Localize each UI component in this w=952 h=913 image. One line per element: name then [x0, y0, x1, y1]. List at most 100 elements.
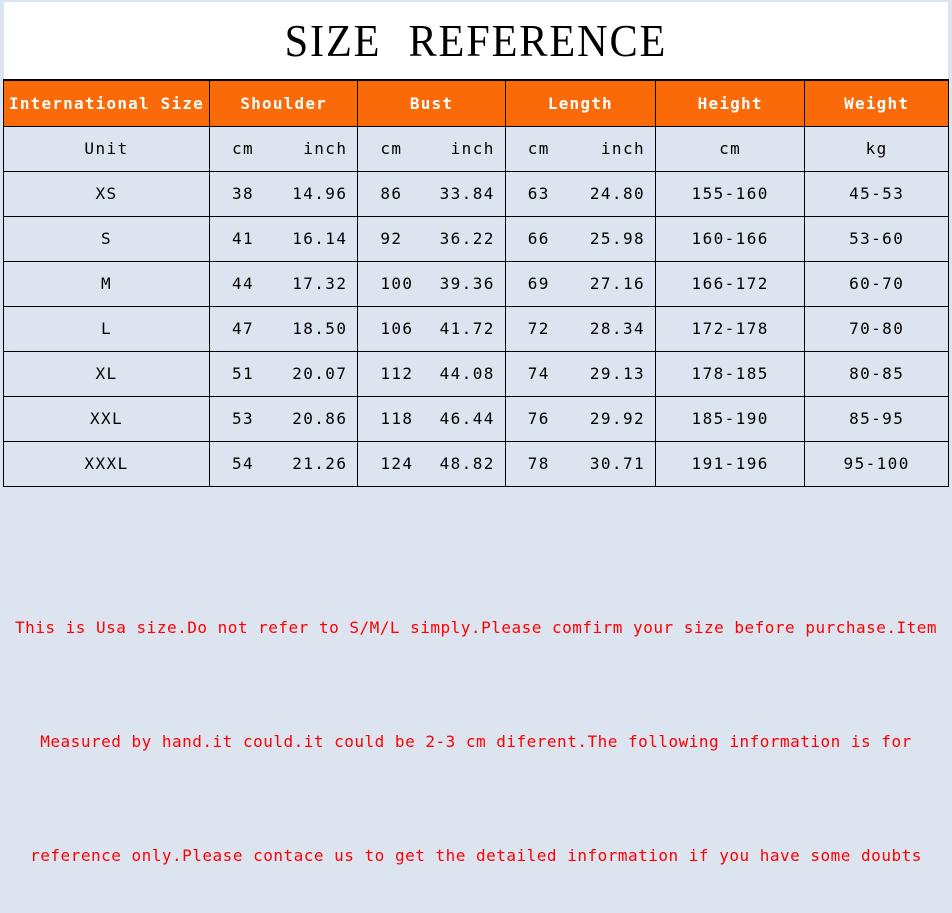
- table-row-xxl: XXL 53 20.86 118 46.44 76 29.92 185-19: [3, 395, 949, 442]
- col-header-weight: Weight: [804, 79, 949, 127]
- height-cell: 160-166: [655, 215, 806, 262]
- size-label: L: [3, 305, 210, 352]
- shoulder-cell: 41 16.14: [208, 215, 359, 262]
- table-row-xl: XL 51 20.07 112 44.08 74 29.13 178-185: [3, 350, 949, 397]
- unit-length-cell: cm inch: [504, 125, 657, 172]
- bust-inch: 44.08: [439, 364, 495, 383]
- bust-cm: 86: [380, 184, 403, 203]
- unit-bust-inch: inch: [450, 139, 495, 158]
- length-cm: 63: [527, 184, 550, 203]
- length-cell: 69 27.16: [504, 260, 657, 307]
- size-label: S: [3, 215, 210, 262]
- col-header-bust: Bust: [357, 79, 506, 127]
- shoulder-cell: 47 18.50: [208, 305, 359, 352]
- shoulder-cell: 38 14.96: [208, 170, 359, 217]
- length-inch: 29.92: [589, 409, 646, 428]
- table-row-m: M 44 17.32 100 39.36 69 27.16 166-172: [3, 260, 949, 307]
- bust-inch: 41.72: [439, 319, 495, 338]
- shoulder-inch: 14.96: [292, 184, 348, 203]
- shoulder-cm: 44: [232, 274, 255, 293]
- bust-cm: 92: [380, 229, 403, 248]
- height-cell: 185-190: [655, 395, 806, 442]
- table-row-xs: XS 38 14.96 86 33.84 63 24.80 155-160: [3, 170, 949, 217]
- bust-inch: 33.84: [439, 184, 495, 203]
- header-row: International Size Shoulder Bust Length …: [3, 79, 949, 127]
- unit-length-cm: cm: [527, 139, 550, 158]
- table-row-xxxl: XXXL 54 21.26 124 48.82 78 30.71 191-1: [3, 440, 949, 487]
- shoulder-cm: 51: [232, 364, 255, 383]
- height-cell: 191-196: [655, 440, 806, 487]
- shoulder-cell: 44 17.32: [208, 260, 359, 307]
- size-label: XXL: [3, 395, 210, 442]
- shoulder-cm: 38: [232, 184, 255, 203]
- shoulder-inch: 16.14: [292, 229, 348, 248]
- col-header-shoulder: Shoulder: [208, 79, 359, 127]
- length-inch: 30.71: [589, 454, 646, 473]
- bust-cm: 106: [380, 319, 414, 338]
- length-cell: 66 25.98: [504, 215, 657, 262]
- unit-bust-cm: cm: [380, 139, 403, 158]
- shoulder-cell: 51 20.07: [208, 350, 359, 397]
- unit-label: Unit: [3, 125, 210, 172]
- disclaimer-line-2: Measured by hand.it could.it could be 2-…: [40, 732, 912, 751]
- bust-inch: 48.82: [439, 454, 495, 473]
- bust-cell: 92 36.22: [357, 215, 506, 262]
- height-cell: 155-160: [655, 170, 806, 217]
- length-cell: 74 29.13: [504, 350, 657, 397]
- bust-cm: 124: [380, 454, 414, 473]
- length-cm: 74: [527, 364, 550, 383]
- shoulder-cell: 54 21.26: [208, 440, 359, 487]
- disclaimer-line-3: reference only.Please contace us to get …: [30, 846, 922, 865]
- weight-cell: 45-53: [804, 170, 949, 217]
- length-cm: 78: [527, 454, 550, 473]
- disclaimer-note: This is Usa size.Do not refer to S/M/L s…: [0, 533, 952, 913]
- bust-cell: 118 46.44: [357, 395, 506, 442]
- length-cm: 72: [527, 319, 550, 338]
- col-header-height: Height: [655, 79, 806, 127]
- size-label: XS: [3, 170, 210, 217]
- shoulder-inch: 17.32: [292, 274, 348, 293]
- unit-row: Unit cm inch cm inch cm inch cm: [3, 125, 949, 172]
- title-band: SIZE REFERENCE: [4, 2, 948, 79]
- height-cell: 172-178: [655, 305, 806, 352]
- bust-cell: 124 48.82: [357, 440, 506, 487]
- bust-cell: 106 41.72: [357, 305, 506, 352]
- length-inch: 28.34: [589, 319, 646, 338]
- weight-cell: 95-100: [804, 440, 949, 487]
- bust-inch: 36.22: [439, 229, 495, 248]
- shoulder-inch: 20.86: [292, 409, 348, 428]
- shoulder-inch: 20.07: [292, 364, 348, 383]
- length-cell: 63 24.80: [504, 170, 657, 217]
- size-label: M: [3, 260, 210, 307]
- bust-cell: 100 39.36: [357, 260, 506, 307]
- disclaimer-line-1: This is Usa size.Do not refer to S/M/L s…: [14, 618, 938, 637]
- length-cell: 78 30.71: [504, 440, 657, 487]
- length-cell: 76 29.92: [504, 395, 657, 442]
- length-cm: 69: [527, 274, 550, 293]
- bust-cm: 100: [380, 274, 414, 293]
- size-reference-table: International Size Shoulder Bust Length …: [3, 79, 949, 487]
- shoulder-inch: 18.50: [292, 319, 348, 338]
- length-cm: 76: [527, 409, 550, 428]
- shoulder-cm: 47: [232, 319, 255, 338]
- bust-cm: 112: [380, 364, 414, 383]
- unit-shoulder-cell: cm inch: [208, 125, 359, 172]
- length-cm: 66: [527, 229, 550, 248]
- col-header-international-size: International Size: [3, 79, 210, 127]
- page-title: SIZE REFERENCE: [284, 15, 668, 66]
- weight-cell: 60-70: [804, 260, 949, 307]
- bust-cm: 118: [380, 409, 414, 428]
- length-inch: 25.98: [589, 229, 646, 248]
- table-row-l: L 47 18.50 106 41.72 72 28.34 172-178: [3, 305, 949, 352]
- weight-cell: 85-95: [804, 395, 949, 442]
- weight-cell: 80-85: [804, 350, 949, 397]
- bust-inch: 39.36: [439, 274, 495, 293]
- length-inch: 24.80: [589, 184, 646, 203]
- bust-cell: 112 44.08: [357, 350, 506, 397]
- unit-weight-cell: kg: [804, 125, 949, 172]
- table-row-s: S 41 16.14 92 36.22 66 25.98 160-166: [3, 215, 949, 262]
- bust-cell: 86 33.84: [357, 170, 506, 217]
- length-inch: 27.16: [589, 274, 646, 293]
- shoulder-inch: 21.26: [292, 454, 348, 473]
- unit-shoulder-cm: cm: [232, 139, 255, 158]
